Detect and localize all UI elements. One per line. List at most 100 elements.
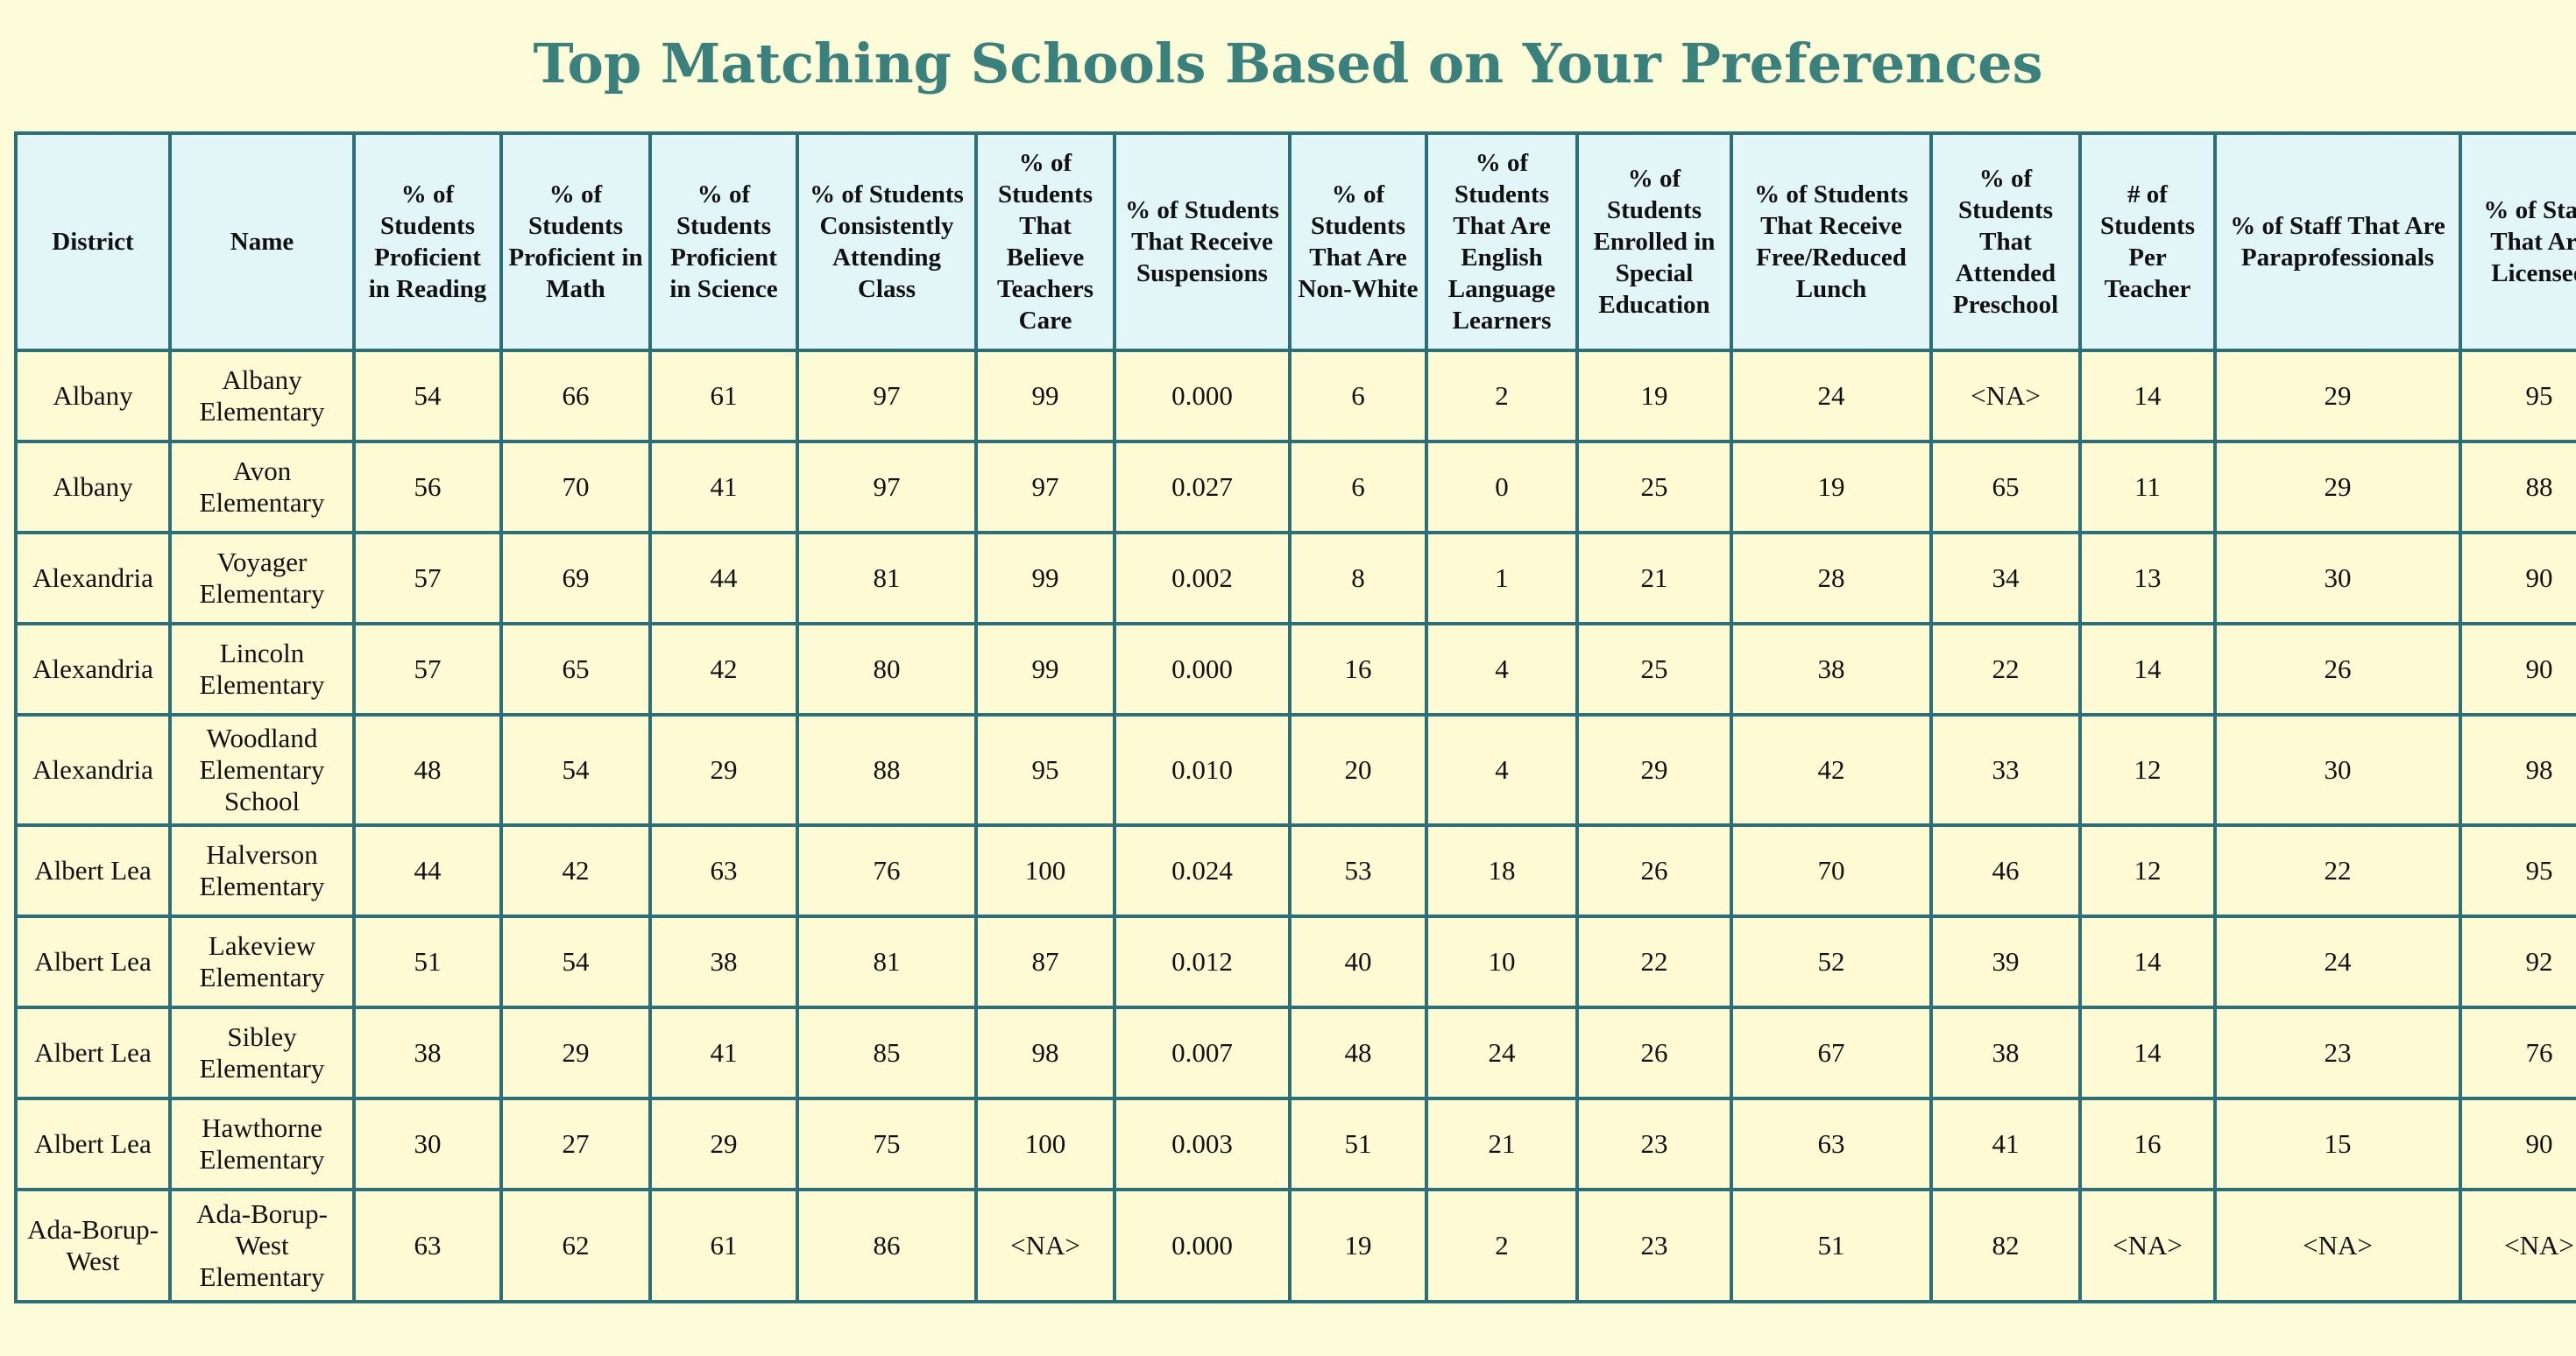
cell-special-ed: 25: [1575, 622, 1733, 717]
cell-teachers-care: 87: [974, 915, 1116, 1009]
cell-district: Alexandria: [14, 713, 172, 827]
cell-licensed: 95: [2459, 349, 2576, 443]
cell-district: Albert Lea: [14, 915, 172, 1009]
cell-reading: 44: [352, 823, 503, 918]
cell-science: 41: [648, 440, 799, 534]
cell-licensed: 95: [2459, 823, 2576, 918]
cell-ell: 10: [1425, 915, 1579, 1009]
cell-licensed: 98: [2459, 713, 2576, 827]
cell-district: Albert Lea: [14, 823, 172, 918]
cell-district: Ada-Borup-West: [14, 1188, 172, 1303]
cell-suspensions: 0.000: [1113, 1188, 1292, 1303]
cell-free-lunch: 51: [1730, 1188, 1933, 1303]
cell-name: Hawthorne Elementary: [168, 1097, 356, 1191]
table-row: Albert Lea Hawthorne Elementary 30 27 29 75 10…: [14, 1097, 2576, 1191]
column-header-students-per-teacher: # of Students Per Teacher: [2078, 131, 2217, 352]
cell-math: 54: [499, 713, 652, 827]
cell-reading: 51: [352, 915, 503, 1009]
column-header-attendance: % of Students Consistently Attending Cla…: [796, 131, 978, 352]
cell-paraprofessionals: 26: [2213, 622, 2462, 717]
cell-math: 65: [499, 622, 652, 717]
cell-non-white: 16: [1288, 622, 1428, 717]
cell-district: Alexandria: [14, 622, 172, 717]
cell-science: 63: [648, 823, 799, 918]
cell-ell: 4: [1425, 622, 1579, 717]
cell-special-ed: 19: [1575, 349, 1733, 443]
cell-teachers-care: 97: [974, 440, 1116, 534]
cell-preschool: 38: [1929, 1006, 2082, 1100]
table-row: Ada-Borup-West Ada-Borup-West Elementary 6…: [14, 1188, 2576, 1303]
cell-math: 29: [499, 1006, 652, 1100]
cell-preschool: 41: [1929, 1097, 2082, 1191]
cell-reading: 57: [352, 622, 503, 717]
cell-free-lunch: 38: [1730, 622, 1933, 717]
cell-licensed: 90: [2459, 531, 2576, 625]
cell-attendance: 86: [796, 1188, 978, 1303]
cell-non-white: 53: [1288, 823, 1428, 918]
cell-paraprofessionals: 29: [2213, 349, 2462, 443]
cell-teachers-care: 100: [974, 823, 1116, 918]
cell-reading: 30: [352, 1097, 503, 1191]
cell-ell: 4: [1425, 713, 1579, 827]
column-header-teachers-care: % of Students That Believe Teachers Care: [974, 131, 1116, 352]
cell-suspensions: 0.012: [1113, 915, 1292, 1009]
column-header-free-lunch: % of Students That Receive Free/Reduced …: [1730, 131, 1933, 352]
cell-students-per-teacher: <NA>: [2078, 1188, 2217, 1303]
cell-science: 42: [648, 622, 799, 717]
column-header-name: Name: [168, 131, 356, 352]
cell-suspensions: 0.007: [1113, 1006, 1292, 1100]
cell-district: Albany: [14, 440, 172, 534]
cell-suspensions: 0.027: [1113, 440, 1292, 534]
cell-preschool: 82: [1929, 1188, 2082, 1303]
cell-name: Woodland Elementary School: [168, 713, 356, 827]
cell-free-lunch: 28: [1730, 531, 1933, 625]
cell-students-per-teacher: 13: [2078, 531, 2217, 625]
cell-preschool: 65: [1929, 440, 2082, 534]
cell-suspensions: 0.003: [1113, 1097, 1292, 1191]
column-header-non-white: % of Students That Are Non-White: [1288, 131, 1428, 352]
cell-science: 61: [648, 1188, 799, 1303]
column-header-licensed: % of Staff That Are Licensed: [2459, 131, 2576, 352]
cell-special-ed: 26: [1575, 823, 1733, 918]
cell-free-lunch: 70: [1730, 823, 1933, 918]
column-header-paraprofessionals: % of Staff That Are Paraprofessionals: [2213, 131, 2462, 352]
table-row: Albert Lea Lakeview Elementary 51 54 38 81 87 0…: [14, 915, 2576, 1009]
cell-teachers-care: 100: [974, 1097, 1116, 1191]
cell-attendance: 97: [796, 440, 978, 534]
table-row: Alexandria Lincoln Elementary 57 65 42 80 99 0.…: [14, 622, 2576, 717]
cell-science: 38: [648, 915, 799, 1009]
cell-special-ed: 25: [1575, 440, 1733, 534]
cell-name: Voyager Elementary: [168, 531, 356, 625]
cell-paraprofessionals: 30: [2213, 713, 2462, 827]
cell-name: Halverson Elementary: [168, 823, 356, 918]
cell-math: 66: [499, 349, 652, 443]
cell-licensed: 90: [2459, 1097, 2576, 1191]
cell-science: 29: [648, 1097, 799, 1191]
page-title: Top Matching Schools Based on Your Prefe…: [533, 32, 2043, 95]
cell-ell: 24: [1425, 1006, 1579, 1100]
cell-ell: 21: [1425, 1097, 1579, 1191]
cell-free-lunch: 19: [1730, 440, 1933, 534]
cell-preschool: 33: [1929, 713, 2082, 827]
cell-name: Sibley Elementary: [168, 1006, 356, 1100]
cell-students-per-teacher: 14: [2078, 1006, 2217, 1100]
cell-science: 29: [648, 713, 799, 827]
cell-non-white: 20: [1288, 713, 1428, 827]
cell-ell: 1: [1425, 531, 1579, 625]
cell-special-ed: 26: [1575, 1006, 1733, 1100]
column-header-suspensions: % of Students That Receive Suspensions: [1113, 131, 1292, 352]
cell-preschool: 22: [1929, 622, 2082, 717]
schools-table-container[interactable]: District Name % of Students Proficient i…: [14, 131, 2576, 1356]
column-header-math: % of Students Proficient in Math: [499, 131, 652, 352]
cell-non-white: 19: [1288, 1188, 1428, 1303]
cell-math: 27: [499, 1097, 652, 1191]
cell-attendance: 80: [796, 622, 978, 717]
cell-students-per-teacher: 16: [2078, 1097, 2217, 1191]
table-row: Alexandria Woodland Elementary School 48 54…: [14, 713, 2576, 827]
cell-science: 44: [648, 531, 799, 625]
cell-reading: 54: [352, 349, 503, 443]
cell-name: Lincoln Elementary: [168, 622, 356, 717]
cell-reading: 63: [352, 1188, 503, 1303]
table-row: Albany Avon Elementary 56 70 41 97 97 0.027 6 0 25…: [14, 440, 2576, 534]
cell-licensed: 92: [2459, 915, 2576, 1009]
